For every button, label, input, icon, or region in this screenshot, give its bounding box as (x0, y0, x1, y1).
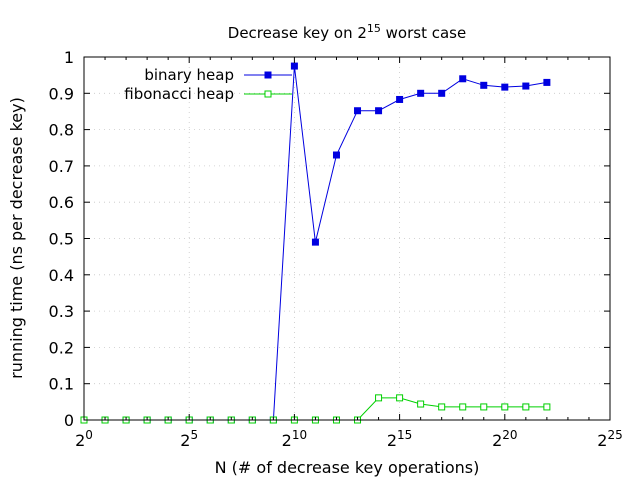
x-tick-label-exp: 0 (85, 428, 93, 442)
data-point (375, 107, 383, 115)
y-tick-label: 0.9 (49, 84, 74, 103)
y-tick-label: 0.7 (49, 157, 74, 176)
data-point (354, 107, 362, 115)
data-point (480, 81, 488, 89)
legend-label: binary heap (144, 66, 234, 84)
x-tick-label-base: 2 (492, 431, 502, 450)
data-point (311, 238, 319, 246)
data-point (438, 89, 446, 97)
y-tick-label: 0.8 (49, 121, 74, 140)
y-axis-title: running time (ns per decrease key) (7, 97, 26, 379)
y-tick-label: 0.3 (49, 302, 74, 321)
data-point (417, 89, 425, 97)
chart-title-suffix: worst case (381, 24, 466, 42)
data-point (459, 75, 467, 83)
data-point (501, 83, 509, 91)
x-tick-label-base: 2 (75, 431, 85, 450)
legend-label: fibonacci heap (124, 85, 234, 103)
chart-title: Decrease key on 215 worst case (228, 22, 466, 42)
y-tick-label: 0.1 (49, 375, 74, 394)
data-point (438, 403, 446, 411)
x-tick-label: 215 (387, 428, 412, 450)
chart-title-sup: 15 (367, 22, 381, 35)
data-point (522, 403, 530, 411)
x-tick-label-base: 2 (387, 431, 397, 450)
x-tick-label-exp: 10 (292, 428, 307, 442)
x-tick-label: 220 (492, 428, 517, 450)
x-tick-label-exp: 20 (502, 428, 517, 442)
x-tick-label-base: 2 (180, 431, 190, 450)
x-tick-label-base: 2 (282, 431, 292, 450)
x-axis-title: N (# of decrease key operations) (215, 458, 480, 477)
data-point (543, 78, 551, 86)
x-tick-label-exp: 15 (397, 428, 412, 442)
y-tick-label: 0.5 (49, 230, 74, 249)
y-tick-label: 1 (64, 48, 74, 67)
data-point (375, 394, 383, 402)
data-point (290, 62, 298, 70)
y-tick-label: 0.4 (49, 266, 74, 285)
data-point (459, 403, 467, 411)
x-tick-label-base: 2 (597, 431, 607, 450)
data-point (501, 403, 509, 411)
chart-title-prefix: Decrease key on 2 (228, 24, 367, 42)
x-tick-label: 225 (597, 428, 622, 450)
data-point (396, 95, 404, 103)
x-tick-label-exp: 25 (607, 428, 622, 442)
legend-marker (264, 71, 272, 79)
x-tick-label-exp: 5 (190, 428, 198, 442)
data-point (396, 394, 404, 402)
plot-frame (83, 56, 611, 421)
y-tick-label: 0.2 (49, 338, 74, 357)
data-point (332, 151, 340, 159)
data-point (480, 403, 488, 411)
grid-layer (84, 57, 610, 420)
legend-marker (264, 90, 272, 98)
data-point (543, 403, 551, 411)
x-tick-label: 210 (282, 428, 307, 450)
y-tick-label: 0 (64, 411, 74, 430)
data-point (417, 400, 425, 408)
x-tick-label: 20 (75, 428, 93, 450)
data-point (522, 82, 530, 90)
y-tick-label: 0.6 (49, 193, 74, 212)
x-tick-label: 25 (180, 428, 198, 450)
